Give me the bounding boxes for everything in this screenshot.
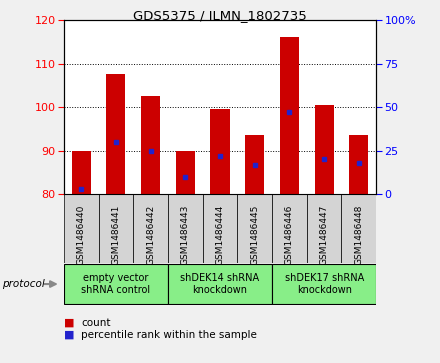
Bar [237, 194, 272, 263]
Text: GSM1486444: GSM1486444 [216, 205, 224, 265]
Text: shDEK14 shRNA
knockdown: shDEK14 shRNA knockdown [180, 273, 260, 295]
Text: GSM1486447: GSM1486447 [319, 205, 329, 265]
Bar [64, 264, 168, 304]
Text: GDS5375 / ILMN_1802735: GDS5375 / ILMN_1802735 [133, 9, 307, 22]
Bar [99, 194, 133, 263]
Text: GSM1486442: GSM1486442 [146, 205, 155, 265]
Bar [210, 109, 230, 194]
Text: empty vector
shRNA control: empty vector shRNA control [81, 273, 150, 295]
Bar [176, 151, 195, 194]
Text: protocol: protocol [2, 279, 45, 289]
Text: GSM1486440: GSM1486440 [77, 205, 86, 265]
Bar [272, 194, 307, 263]
Text: GSM1486446: GSM1486446 [285, 205, 294, 265]
Bar [133, 194, 168, 263]
Bar [315, 105, 334, 194]
Bar [141, 96, 160, 194]
Text: count: count [81, 318, 111, 328]
Bar [341, 194, 376, 263]
Bar [106, 74, 125, 194]
Bar [64, 194, 99, 263]
Text: GSM1486445: GSM1486445 [250, 205, 259, 265]
Text: ■: ■ [64, 330, 74, 340]
Bar [168, 194, 203, 263]
Bar [245, 135, 264, 194]
Bar [272, 264, 376, 304]
Bar [72, 151, 91, 194]
Bar [203, 194, 237, 263]
Text: GSM1486448: GSM1486448 [354, 205, 363, 265]
Bar [349, 135, 368, 194]
Text: GSM1486443: GSM1486443 [181, 205, 190, 265]
Text: ■: ■ [64, 318, 74, 328]
Bar [168, 264, 272, 304]
Bar [280, 37, 299, 194]
Bar [307, 194, 341, 263]
Text: shDEK17 shRNA
knockdown: shDEK17 shRNA knockdown [285, 273, 364, 295]
Text: percentile rank within the sample: percentile rank within the sample [81, 330, 257, 340]
Text: GSM1486441: GSM1486441 [111, 205, 121, 265]
